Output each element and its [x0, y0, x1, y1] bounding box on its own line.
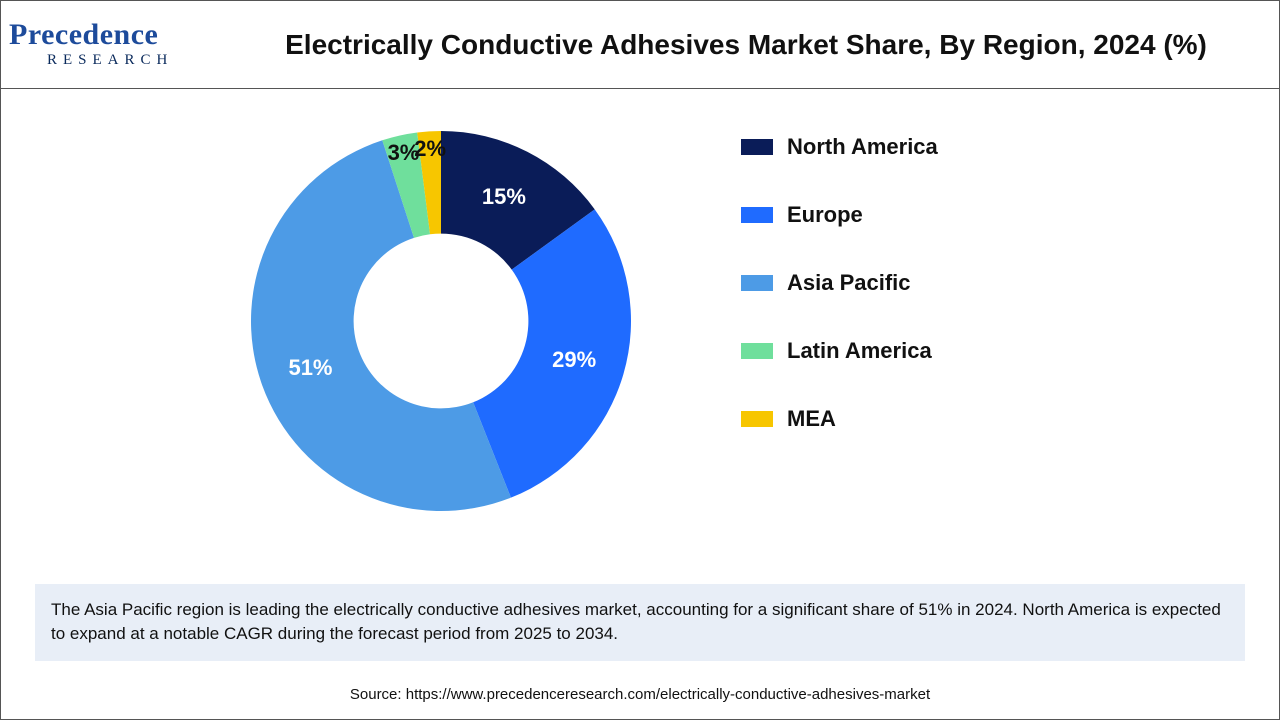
donut-chart: 15%29%51%3%2% — [231, 111, 651, 531]
page-frame: Precedence RESEARCH Electrically Conduct… — [0, 0, 1280, 720]
legend-item: MEA — [741, 406, 938, 432]
chart-title: Electrically Conductive Adhesives Market… — [229, 23, 1263, 66]
legend-label: Europe — [787, 202, 863, 228]
donut-data-label: 51% — [288, 355, 332, 381]
brand-logo-main: Precedence — [9, 20, 229, 50]
brand-logo: Precedence RESEARCH — [9, 20, 229, 69]
legend-label: North America — [787, 134, 938, 160]
donut-data-label: 2% — [414, 136, 446, 162]
legend-swatch — [741, 343, 773, 359]
header-row: Precedence RESEARCH Electrically Conduct… — [1, 1, 1279, 89]
brand-logo-sub: RESEARCH — [9, 52, 229, 69]
legend: North America Europe Asia Pacific Latin Ame… — [741, 134, 938, 474]
donut-data-label: 15% — [482, 184, 526, 210]
donut-data-label: 29% — [552, 347, 596, 373]
legend-swatch — [741, 411, 773, 427]
legend-label: Latin America — [787, 338, 932, 364]
legend-label: Asia Pacific — [787, 270, 911, 296]
legend-swatch — [741, 207, 773, 223]
legend-label: MEA — [787, 406, 836, 432]
legend-swatch — [741, 275, 773, 291]
legend-item: Europe — [741, 202, 938, 228]
legend-item: Latin America — [741, 338, 938, 364]
legend-swatch — [741, 139, 773, 155]
donut-svg — [231, 111, 651, 531]
body-area: 15%29%51%3%2% North AmericaEuropeAsia Pa… — [1, 89, 1279, 719]
legend-item: North America — [741, 134, 938, 160]
legend-item: Asia Pacific — [741, 270, 938, 296]
summary-box: The Asia Pacific region is leading the e… — [35, 584, 1245, 661]
source-line: Source: https://www.precedenceresearch.c… — [1, 686, 1279, 703]
